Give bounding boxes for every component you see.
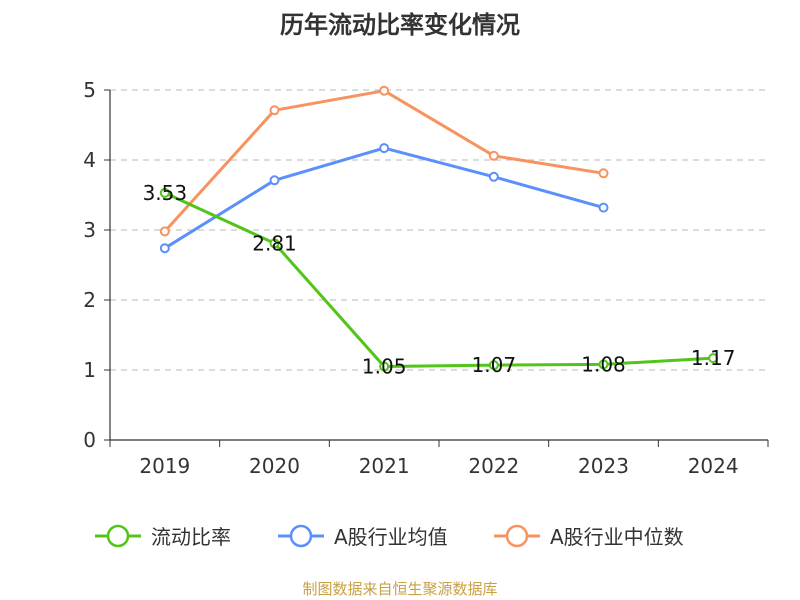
series-lines [163,89,714,368]
data-point-series-1[interactable] [159,243,170,254]
y-tick-label: 2 [83,288,96,312]
y-tick-label: 5 [83,78,96,102]
y-tick-label: 1 [83,358,96,382]
legend-marker [505,524,529,548]
grid [110,89,768,371]
data-point-series-2[interactable] [159,226,170,237]
data-point-series-1[interactable] [379,143,390,154]
legend: 流动比率 A股行业均值 A股行业中位数 [95,524,684,549]
data-label: 3.53 [143,181,188,205]
x-tick-label: 2022 [468,454,519,478]
y-tick-label: 0 [83,428,96,452]
legend-label: A股行业中位数 [550,525,684,549]
series-line-0 [164,191,714,368]
axes: 0 1 2 3 4 5 2019 2020 2021 2022 2023 2024 [83,78,769,478]
x-tick-label: 2024 [688,454,739,478]
y-tick-label: 4 [83,148,96,172]
data-label: 2.81 [252,231,297,255]
data-point-series-0[interactable] [379,361,390,372]
data-label: 1.07 [472,353,517,377]
data-labels: 3.53 2.81 1.05 1.07 1.08 1.17 [143,181,736,379]
legend-marker [106,524,130,548]
legend-item-0[interactable]: 流动比率 [95,524,231,549]
data-label: 1.08 [581,352,626,376]
data-point-series-0[interactable] [708,353,719,364]
legend-label: A股行业均值 [334,525,448,549]
data-point-series-1[interactable] [598,202,609,213]
x-tick-label: 2020 [249,454,300,478]
source-note: 制图数据来自恒生聚源数据库 [302,580,497,598]
data-point-series-0[interactable] [269,238,280,249]
x-tick-label: 2023 [578,454,629,478]
x-tick-label: 2021 [359,454,410,478]
data-label: 1.17 [691,346,736,370]
chart-title: 历年流动比率变化情况 [280,11,520,39]
series-line-2 [163,89,604,233]
data-point-series-1[interactable] [269,175,280,186]
data-point-series-2[interactable] [598,168,609,179]
x-tick-label: 2019 [139,454,190,478]
data-point-series-2[interactable] [379,85,390,96]
series-points [159,85,719,372]
data-point-series-2[interactable] [488,150,499,161]
legend-item-2[interactable]: A股行业中位数 [494,524,684,549]
data-point-series-0[interactable] [159,187,170,198]
data-point-series-0[interactable] [598,359,609,370]
data-point-series-2[interactable] [269,105,280,116]
y-tick-label: 3 [83,218,96,242]
legend-item-1[interactable]: A股行业均值 [278,524,448,549]
data-label: 1.05 [362,355,407,379]
legend-label: 流动比率 [151,525,231,549]
legend-marker [289,524,313,548]
data-point-series-1[interactable] [488,171,499,182]
data-point-series-0[interactable] [488,360,499,371]
